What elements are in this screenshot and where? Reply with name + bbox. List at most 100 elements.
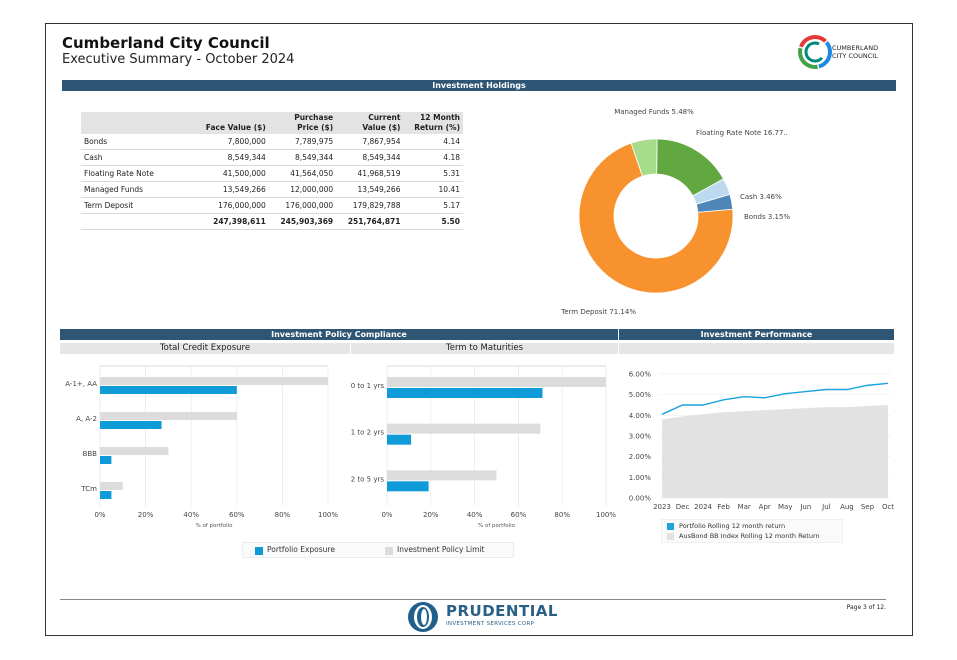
prudential-brand: PRUDENTIAL: [446, 602, 558, 620]
ausbond-area: [662, 405, 888, 498]
x-tick-label: 0%: [381, 511, 392, 519]
legend-label-limit: Investment Policy Limit: [397, 545, 485, 554]
holdings-row: Floating Rate Note 41,500,000 41,564,050 41…: [81, 165, 463, 182]
holdings-cell: Floating Rate Note: [81, 165, 193, 182]
x-tick-label: 40%: [467, 511, 483, 519]
compliance-legend: Portfolio Exposure Investment Policy Lim…: [242, 542, 514, 558]
x-tick-label: 2023: [653, 503, 671, 511]
y-tick-label: 5.00%: [629, 391, 652, 399]
x-tick-label: 100%: [318, 511, 338, 519]
performance-chart: 0.00% 1.00% 2.00% 3.00% 4.00% 5.00% 6.00% 2023 D…: [629, 371, 895, 512]
holdings-header-0: Face Value ($): [193, 112, 269, 134]
performance-subheader: [619, 343, 894, 354]
credit-exposure-chart: 0% 20% 40% 60% 80% 100% % of portfolio A-1+, AA…: [65, 365, 338, 529]
holdings-cell: 7,867,954: [336, 134, 404, 150]
holdings-header-2: Current Value ($): [336, 112, 404, 134]
x-tick-label: 60%: [229, 511, 245, 519]
x-tick-label: Apr: [759, 503, 771, 511]
exposure-bar: [100, 491, 112, 499]
category-label: 0 to 1 yrs: [351, 382, 385, 390]
holdings-cell: 41,500,000: [193, 165, 269, 182]
donut-label: Term Deposit 71.14%: [560, 308, 636, 316]
term-maturities-title: Term to Maturities: [351, 343, 618, 354]
credit-exposure-title: Total Credit Exposure: [60, 343, 350, 354]
limit-bar: [100, 482, 123, 490]
holdings-body: Bonds 7,800,000 7,789,975 7,867,954 4.14 Cash…: [81, 134, 463, 230]
holdings-cell: 176,000,000: [268, 197, 337, 214]
x-tick-label: 80%: [275, 511, 291, 519]
holdings-cell: 176,000,000: [193, 197, 269, 214]
holdings-header-blank: [81, 112, 193, 134]
x-tick-label: Feb: [717, 503, 730, 511]
holdings-cell: 247,398,611: [193, 213, 269, 230]
holdings-cell: 7,800,000: [193, 134, 269, 150]
holdings-row: Managed Funds 13,549,266 12,000,000 13,549,…: [81, 181, 463, 198]
holdings-header-3: 12 Month Return (%): [403, 112, 463, 134]
category-label: BBB: [83, 450, 98, 458]
category-label: TCm: [80, 485, 97, 493]
report-page: Cumberland City Council Executive Summar…: [45, 23, 913, 636]
council-logo-icon: [798, 35, 832, 69]
holdings-header-row: Face Value ($) Purchase Price ($) Current Va…: [81, 112, 463, 134]
holdings-cell: 179,829,788: [336, 197, 404, 214]
category-label: 1 to 2 yrs: [351, 429, 385, 437]
x-tick-label: Sep: [861, 503, 875, 511]
footer-divider: [60, 599, 886, 600]
holdings-cell: 8,549,344: [268, 149, 337, 166]
legend-swatch-limit: [385, 547, 393, 555]
donut-slice-term-deposit: [578, 142, 734, 294]
y-tick-label: 6.00%: [629, 371, 652, 379]
x-tick-label: 100%: [596, 511, 616, 519]
holdings-cell: 4.14: [403, 134, 463, 150]
x-tick-label: 40%: [183, 511, 199, 519]
exposure-bar: [387, 481, 429, 492]
x-tick-label: Oct: [882, 503, 894, 511]
council-logo: CUMBERLAND CITY COUNCIL: [798, 32, 898, 76]
performance-header: Investment Performance: [619, 329, 894, 340]
category-label: A-1+, AA: [65, 380, 97, 388]
y-tick-label: 0.00%: [629, 495, 652, 503]
x-axis-label: % of portfolio: [195, 523, 233, 529]
legend-swatch-portfolio: [255, 547, 263, 555]
x-tick-label: 60%: [511, 511, 527, 519]
donut-label: Cash 3.46%: [740, 193, 782, 201]
category-label: A, A-2: [76, 415, 97, 423]
legend-label-portfolio-return: Portfolio Rolling 12 month return: [679, 522, 786, 530]
x-tick-label: Mar: [738, 503, 751, 511]
holdings-cell: Term Deposit: [81, 197, 193, 214]
page-number: Page 3 of 12.: [846, 604, 886, 611]
holdings-row: Bonds 7,800,000 7,789,975 7,867,954 4.14: [81, 134, 463, 150]
holdings-header-1: Purchase Price ($): [268, 112, 337, 134]
holdings-cell: 4.18: [403, 149, 463, 166]
council-logo-text: CUMBERLAND CITY COUNCIL: [832, 44, 879, 60]
performance-legend: Portfolio Rolling 12 month return AusBon…: [661, 519, 843, 543]
x-tick-label: 80%: [554, 511, 570, 519]
limit-bar: [100, 377, 328, 385]
holdings-cell: 13,549,266: [336, 181, 404, 198]
page-title: Cumberland City Council: [62, 34, 270, 52]
holdings-cell: 7,789,975: [268, 134, 337, 150]
holdings-total-row: 247,398,611 245,903,369 251,764,871 5.50: [81, 213, 463, 230]
holdings-cell: 12,000,000: [268, 181, 337, 198]
category-label: 2 to 5 yrs: [351, 475, 385, 483]
limit-bar: [387, 377, 606, 387]
holdings-cell: 8,549,344: [193, 149, 269, 166]
donut-label: Bonds 3.15%: [744, 213, 790, 221]
holdings-table: Face Value ($) Purchase Price ($) Current Va…: [81, 112, 463, 230]
exposure-bar: [100, 456, 112, 464]
x-tick-label: May: [778, 503, 792, 511]
limit-bar: [100, 412, 237, 420]
holdings-cell: 251,764,871: [336, 213, 404, 230]
holdings-cell: 245,903,369: [268, 213, 337, 230]
donut-label: Floating Rate Note 16.77..: [696, 129, 788, 137]
prudential-logo: PRUDENTIAL INVESTMENT SERVICES CORP: [406, 600, 566, 634]
legend-swatch-ausbond: [667, 533, 674, 540]
term-maturities-chart: 0% 20% 40% 60% 80% 100% % of portfolio 0 to 1 y…: [351, 365, 616, 529]
y-tick-label: 1.00%: [629, 474, 652, 482]
x-tick-label: Aug: [840, 503, 854, 511]
holdings-cell: 41,564,050: [268, 165, 337, 182]
limit-bar: [100, 447, 169, 455]
x-axis-label: % of portfolio: [478, 523, 516, 529]
holdings-cell: 5.31: [403, 165, 463, 182]
legend-label-portfolio: Portfolio Exposure: [267, 545, 335, 554]
